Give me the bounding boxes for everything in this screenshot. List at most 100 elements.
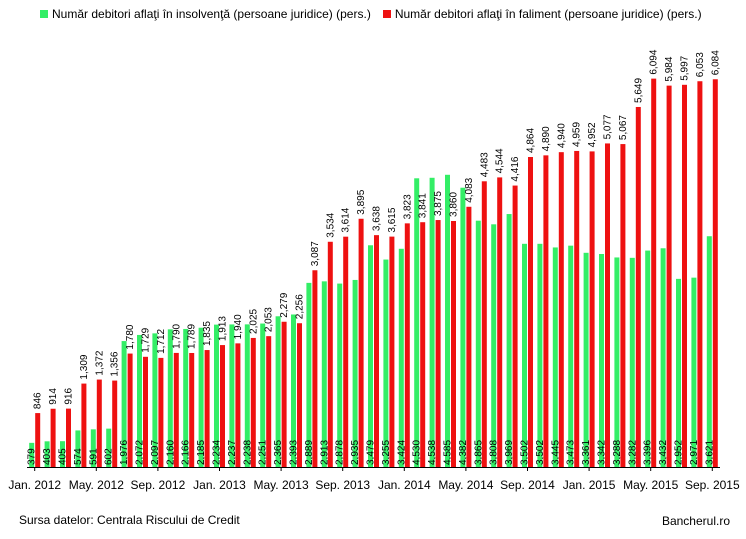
data-label-faliment: 4,083 (464, 177, 475, 202)
data-label-faliment: 5,997 (680, 55, 691, 80)
bar-faliment (204, 350, 210, 467)
data-label-insolventa: 3,282 (627, 440, 638, 465)
bar-insolventa (167, 329, 173, 467)
data-source-note: Sursa datelor: Centrala Riscului de Cred… (19, 513, 240, 527)
bar-faliment (96, 379, 102, 467)
data-label-faliment: 4,959 (572, 121, 583, 146)
data-label-insolventa: 3,808 (489, 440, 500, 465)
data-label-faliment: 3,875 (433, 191, 444, 216)
bar-insolventa (460, 187, 466, 467)
data-label-insolventa: 3,502 (520, 440, 531, 465)
data-label-insolventa: 4,538 (427, 440, 438, 465)
bar-insolventa (352, 279, 358, 467)
bar-insolventa (599, 254, 604, 467)
data-label-faliment: 5,067 (618, 115, 629, 140)
data-label-faliment: 5,649 (633, 78, 644, 103)
x-axis-tick-label: Jan. 2013 (193, 478, 246, 492)
data-label-insolventa: 3,361 (581, 440, 592, 465)
data-label-faliment: 2,279 (279, 292, 290, 317)
data-label-insolventa: 2,160 (165, 440, 176, 465)
data-label-faliment: 1,356 (110, 351, 121, 376)
bar-faliment (651, 78, 657, 468)
data-label-insolventa: 3,445 (550, 440, 561, 465)
bar-insolventa (29, 442, 35, 467)
data-label-faliment: 3,638 (372, 206, 383, 231)
data-label-insolventa: 3,288 (612, 440, 623, 465)
data-label-faliment: 2,256 (295, 294, 306, 319)
data-label-insolventa: 2,251 (258, 440, 269, 465)
site-credit: Bancherul.ro (661, 514, 730, 528)
data-label-faliment: 6,084 (710, 50, 721, 75)
data-label-insolventa: 2,913 (319, 440, 330, 465)
bar-insolventa (645, 250, 651, 467)
data-label-faliment: 3,860 (449, 192, 460, 217)
data-label-faliment: 1,780 (125, 324, 136, 349)
data-label-faliment: 6,053 (695, 52, 706, 77)
data-label-faliment: 3,534 (325, 212, 336, 237)
bar-faliment (358, 218, 364, 467)
x-axis-tick-label: May. 2012 (69, 478, 124, 492)
bar-insolventa (568, 245, 574, 467)
data-label-insolventa: 3,342 (597, 440, 608, 465)
data-label-insolventa: 3,621 (704, 440, 715, 465)
data-label-faliment: 4,864 (526, 128, 537, 153)
bar-faliment (281, 321, 287, 467)
data-label-insolventa: 2,393 (289, 440, 300, 465)
bar-faliment (158, 357, 164, 467)
data-label-insolventa: 379 (27, 448, 38, 465)
data-label-faliment: 4,483 (479, 152, 490, 177)
bar-insolventa (244, 324, 250, 467)
bar-faliment (605, 143, 610, 467)
bar-insolventa (506, 214, 512, 467)
bar-faliment (682, 84, 687, 467)
bar-faliment (481, 181, 487, 467)
bar-faliment (451, 220, 456, 467)
x-axis-tick-label: May. 2014 (438, 478, 493, 492)
bar-insolventa (398, 248, 404, 467)
data-label-faliment: 1,729 (141, 327, 152, 352)
data-label-faliment: 6,094 (649, 49, 660, 74)
data-label-faliment: 5,984 (664, 56, 675, 81)
data-label-insolventa: 2,237 (227, 440, 238, 465)
bar-insolventa (214, 324, 219, 467)
data-label-insolventa: 2,166 (181, 440, 192, 465)
data-label-faliment: 3,841 (418, 193, 429, 218)
x-axis-tick-label: Jan. 2012 (8, 478, 61, 492)
bar-faliment (297, 323, 302, 467)
data-label-insolventa: 3,479 (366, 440, 377, 465)
data-label-insolventa: 602 (104, 448, 115, 465)
data-label-faliment: 3,895 (356, 189, 367, 214)
bar-faliment (343, 236, 349, 467)
bar-insolventa (552, 247, 558, 467)
x-axis-tick-label: Jan. 2015 (563, 478, 616, 492)
data-label-faliment: 1,835 (202, 321, 213, 346)
bar-insolventa (583, 252, 589, 467)
bar-faliment (404, 223, 410, 467)
bar-insolventa (429, 177, 435, 467)
bar-insolventa (306, 282, 312, 467)
data-label-faliment: 2,053 (264, 307, 275, 332)
bar-faliment (66, 408, 71, 467)
bar-faliment (497, 177, 503, 467)
data-label-faliment: 846 (33, 392, 44, 409)
legend-label-insolventa: Număr debitori aflaţi în insolvenţă (per… (52, 7, 371, 21)
legend-swatch-faliment (382, 10, 391, 18)
data-label-insolventa: 3,865 (473, 440, 484, 465)
bar-insolventa (629, 257, 635, 467)
data-label-insolventa: 2,234 (212, 440, 223, 465)
bar-insolventa (537, 243, 543, 467)
data-label-insolventa: 2,971 (689, 440, 700, 465)
data-label-insolventa: 405 (58, 448, 69, 465)
bar-faliment (266, 336, 272, 467)
x-axis-tick-label: Sep. 2012 (131, 478, 186, 492)
data-label-insolventa: 3,255 (381, 440, 392, 465)
data-label-faliment: 1,940 (233, 314, 244, 339)
data-label-insolventa: 591 (88, 448, 99, 465)
data-label-insolventa: 403 (42, 448, 53, 465)
data-label-insolventa: 2,072 (135, 440, 146, 465)
data-label-faliment: 4,890 (541, 126, 552, 151)
bar-insolventa (275, 316, 281, 467)
bar-faliment (312, 270, 318, 467)
bar-faliment (35, 413, 41, 467)
data-label-insolventa: 3,473 (566, 440, 577, 465)
